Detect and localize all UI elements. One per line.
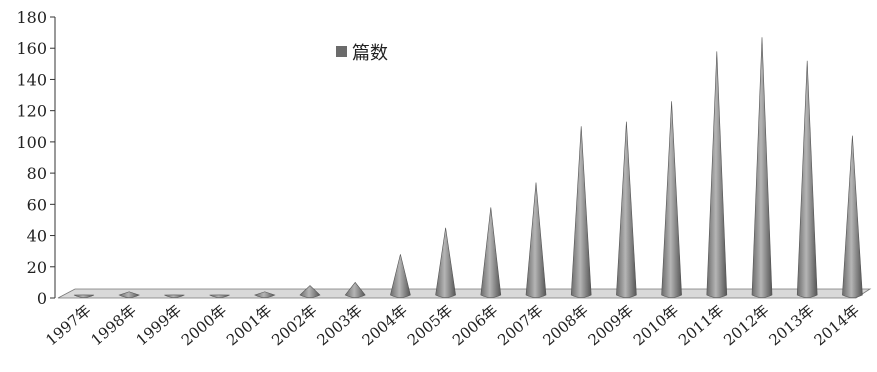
x-tick-label: 2004年 bbox=[359, 301, 411, 349]
cone-bar bbox=[344, 281, 366, 298]
cone-bar bbox=[661, 101, 682, 298]
x-tick-label: 2006年 bbox=[449, 301, 501, 349]
cone-bar bbox=[706, 51, 728, 298]
x-tick-label: 2001年 bbox=[223, 301, 275, 349]
cone-bar bbox=[118, 291, 140, 298]
x-tick-label: 2003年 bbox=[313, 301, 365, 349]
cone-bar bbox=[390, 254, 411, 298]
cone-bar bbox=[842, 135, 863, 298]
y-tick-label: 180 bbox=[16, 8, 47, 27]
cone-bar bbox=[616, 121, 637, 298]
cone-bar bbox=[525, 182, 547, 298]
x-tick-label: 2010年 bbox=[630, 301, 682, 349]
x-tick-label: 2012年 bbox=[720, 301, 772, 349]
x-tick-label: 2013年 bbox=[765, 301, 817, 349]
legend: 篇数 bbox=[336, 43, 388, 64]
x-tick-label: 2008年 bbox=[539, 301, 591, 349]
y-tick-label: 20 bbox=[27, 258, 47, 277]
x-tick-label: 2002年 bbox=[268, 301, 320, 349]
x-tick-label: 2005年 bbox=[404, 301, 456, 349]
cone-bar bbox=[570, 126, 592, 298]
x-tick-label: 1998年 bbox=[87, 301, 139, 349]
y-tick-label: 140 bbox=[16, 70, 47, 89]
y-tick-label: 100 bbox=[16, 133, 47, 152]
cone-bar bbox=[435, 227, 456, 298]
x-tick-label: 2007年 bbox=[494, 301, 546, 349]
y-tick-label: 80 bbox=[27, 164, 47, 183]
y-tick-label: 0 bbox=[37, 289, 47, 308]
x-tick-label: 2011年 bbox=[675, 301, 727, 349]
cone-bar bbox=[751, 37, 773, 298]
cone-bar bbox=[209, 294, 230, 298]
cone-bar bbox=[480, 207, 502, 298]
legend-label: 篇数 bbox=[352, 43, 388, 64]
cone-bar bbox=[164, 294, 185, 298]
x-axis-labels: 1997年1998年1999年2000年2001年2002年2003年2004年… bbox=[42, 301, 863, 349]
y-tick-label: 40 bbox=[27, 227, 47, 246]
y-axis: 0 20 40 60 80 100 120 140 160 180 bbox=[16, 8, 56, 308]
y-tick-label: 160 bbox=[16, 39, 47, 58]
x-tick-label: 2009年 bbox=[585, 301, 637, 349]
y-tick-label: 60 bbox=[27, 195, 47, 214]
x-tick-label: 1997年 bbox=[42, 301, 94, 349]
y-tick-label: 120 bbox=[16, 102, 47, 121]
cone-bar bbox=[73, 294, 95, 298]
cone-bar bbox=[796, 60, 818, 298]
cone-bar bbox=[254, 291, 276, 298]
x-tick-label: 1999年 bbox=[133, 301, 185, 349]
cone-bar bbox=[299, 285, 321, 298]
legend-swatch bbox=[336, 46, 347, 57]
x-tick-label: 2000年 bbox=[178, 301, 230, 349]
cone-series bbox=[73, 37, 863, 298]
x-tick-label: 2014年 bbox=[811, 301, 863, 349]
